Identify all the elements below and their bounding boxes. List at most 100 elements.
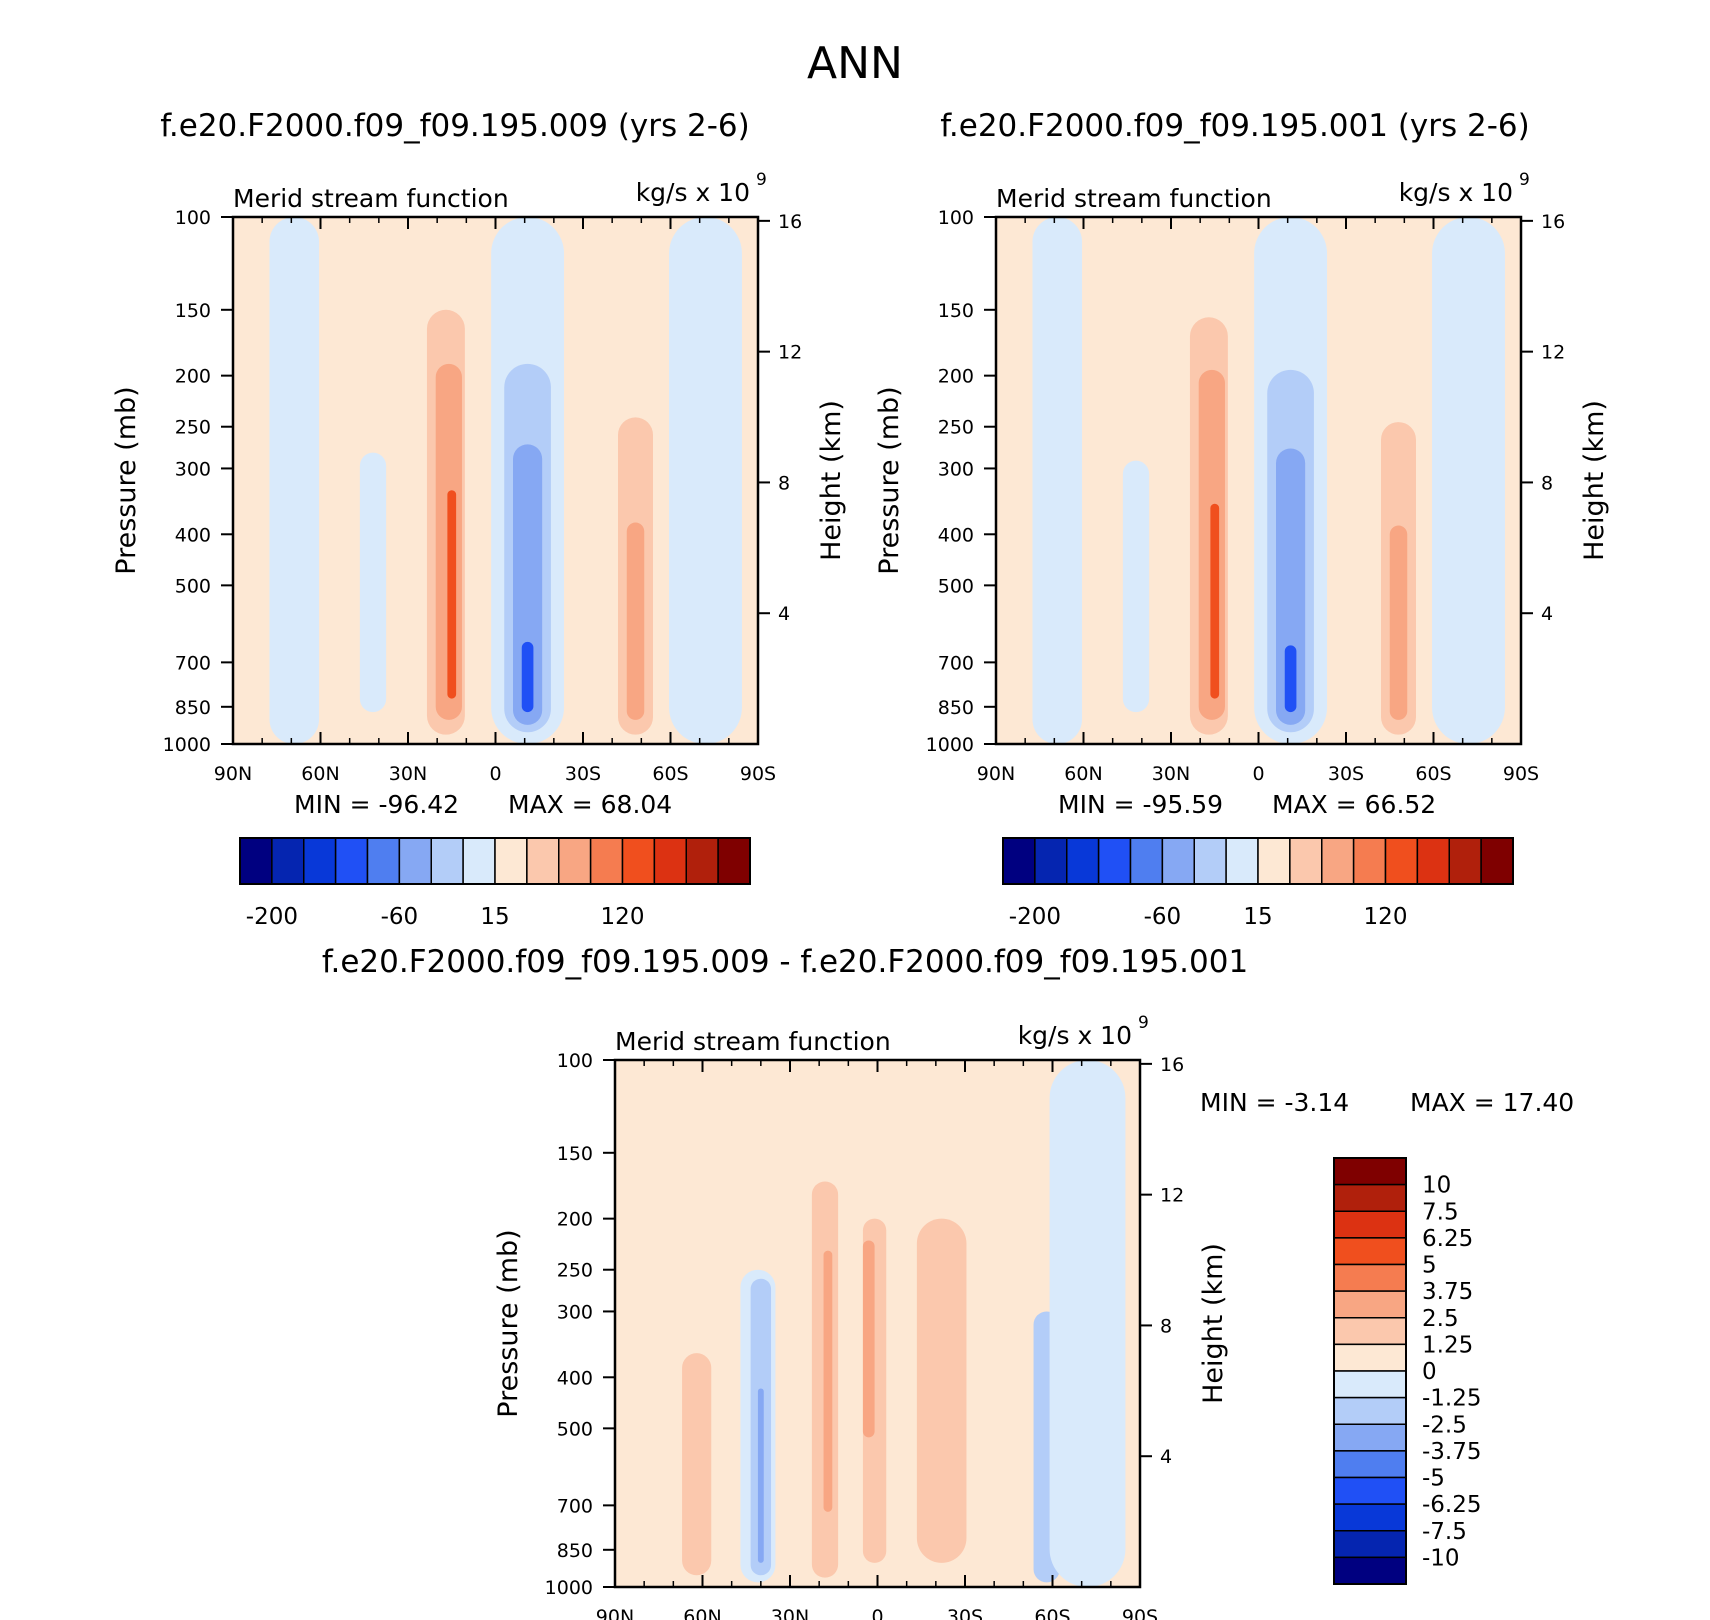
colorbar-swatch (1193, 837, 1227, 885)
contour-field (233, 217, 758, 744)
contour-region-5 (1210, 503, 1220, 699)
x-tick-label-60S: 60S (1034, 1606, 1070, 1620)
y-tick-label-100: 100 (175, 207, 211, 229)
contour-region-4 (757, 1388, 764, 1563)
y-tick-label-700: 700 (175, 652, 211, 674)
y-right-tick-label-8: 8 (778, 472, 790, 494)
x-tick-label-60S: 60S (652, 763, 688, 785)
y-right-axis-label: Height (km) (1579, 400, 1610, 561)
colorbar-frame (1333, 1157, 1407, 1585)
colorbar-swatch (685, 837, 719, 885)
colorbar-swatch (1480, 837, 1514, 885)
panel-c-max: MAX = 17.40 (1410, 1088, 1575, 1117)
subtitle-left: Merid stream function (615, 1027, 891, 1056)
contour-region-10 (916, 1218, 967, 1563)
contour-field (996, 217, 1521, 744)
contour-region-9 (1276, 448, 1306, 725)
y-tick-label-400: 400 (938, 524, 974, 546)
x-tick-label-90S: 90S (1122, 1606, 1158, 1620)
subtitle-left: Merid stream function (996, 184, 1272, 213)
colorbar-label-15: 15 (480, 904, 509, 930)
contour-field (615, 1060, 1140, 1587)
contour-region-2 (359, 452, 387, 713)
panel-a-min: MIN = -96.42 (294, 790, 460, 819)
x-tick-label-0: 0 (871, 1606, 883, 1620)
x-tick-label-30S: 30S (1328, 763, 1364, 785)
colorbar-swatch (717, 837, 751, 885)
colorbar-label-0: 0 (1422, 1359, 1437, 1385)
colorbar-label--3.75: -3.75 (1422, 1439, 1482, 1465)
colorbar-swatch (430, 837, 464, 885)
colorbar-label--200: -200 (246, 904, 298, 930)
x-tick-label-60N: 60N (1064, 763, 1102, 785)
colorbar-swatch (1333, 1396, 1407, 1425)
colorbar-swatch (1333, 1423, 1407, 1452)
y-right-tick-label-16: 16 (778, 211, 802, 233)
colorbar-swatch (589, 837, 624, 885)
x-tick-label-90N: 90N (977, 763, 1015, 785)
colorbar-label-120: 120 (1364, 904, 1408, 930)
colorbar-label-6.25: 6.25 (1422, 1226, 1473, 1252)
units-exponent: 9 (1138, 1013, 1149, 1033)
y-right-tick-label-16: 16 (1160, 1054, 1184, 1076)
colorbar-label-1.25: 1.25 (1422, 1332, 1473, 1358)
y-tick-label-700: 700 (938, 652, 974, 674)
y-right-tick-label-4: 4 (778, 603, 790, 625)
y-right-tick-label-12: 12 (1541, 342, 1565, 364)
colorbar-swatch (1002, 837, 1036, 885)
colorbar-swatch (1333, 1503, 1407, 1532)
colorbar-a: -200 -60 15 120 (239, 837, 751, 930)
panel-a: 90N 60N 30N 0 30S 60S 90S 100 150 200 250 300 400 500… (111, 170, 847, 785)
y-tick-label-250: 250 (175, 417, 211, 439)
y-tick-label-850: 850 (175, 697, 211, 719)
colorbar-label--7.5: -7.5 (1422, 1519, 1467, 1545)
colorbar-swatch (621, 837, 656, 885)
y-right-tick-label-16: 16 (1541, 211, 1565, 233)
colorbar-swatch (1034, 837, 1068, 885)
panel-a-max: MAX = 68.04 (508, 790, 673, 819)
colorbar-swatch (1384, 837, 1419, 885)
colorbar-b: -200 -60 15 120 (1002, 837, 1514, 930)
contour-region-14 (669, 217, 742, 744)
colorbar-swatch (1333, 1210, 1407, 1239)
contour-region-0 (269, 217, 320, 744)
colorbar-swatch (462, 837, 496, 885)
x-tick-label-90S: 90S (740, 763, 776, 785)
colorbar-label--60: -60 (1144, 904, 1182, 930)
panel-b: 90N 60N 30N 0 30S 60S 90S 100 150 200 250 300 400 500… (874, 170, 1610, 785)
colorbar-swatch (303, 837, 337, 885)
colorbar-label-2.5: 2.5 (1422, 1306, 1459, 1332)
panel-c-title: f.e20.F2000.f09_f09.195.009 - f.e20.F200… (321, 944, 1249, 980)
colorbar-swatch (1333, 1157, 1407, 1186)
y-tick-label-100: 100 (557, 1050, 593, 1072)
colorbar-label-15: 15 (1243, 904, 1272, 930)
x-tick-label-0: 0 (1252, 763, 1264, 785)
page-title: ANN (807, 38, 903, 89)
colorbar-label--10: -10 (1422, 1545, 1460, 1571)
panel-a-title: f.e20.F2000.f09_f09.195.009 (yrs 2-6) (160, 108, 750, 144)
contour-region-12 (1049, 1060, 1126, 1587)
x-tick-label-90N: 90N (596, 1606, 634, 1620)
y-tick-label-400: 400 (557, 1367, 593, 1389)
colorbar-swatch (366, 837, 401, 885)
colorbar-c: 107.56.2553.752.51.250-1.25-2.5-3.75-5-6… (1333, 1157, 1482, 1585)
contour-region-10 (1284, 645, 1297, 713)
y-tick-label-850: 850 (938, 697, 974, 719)
colorbar-swatch (1097, 837, 1132, 885)
colorbar-label--5: -5 (1422, 1466, 1445, 1492)
y-tick-label-250: 250 (557, 1260, 593, 1282)
units-label: kg/s x 10 (1018, 1021, 1132, 1050)
contour-region-9 (513, 444, 543, 725)
colorbar-label-7.5: 7.5 (1422, 1199, 1459, 1225)
panel-c-min: MIN = -3.14 (1200, 1088, 1350, 1117)
colorbar-label--6.25: -6.25 (1422, 1492, 1482, 1518)
colorbar-swatch (1161, 837, 1195, 885)
panel-b-min: MIN = -95.59 (1058, 790, 1224, 819)
units-exponent: 9 (1519, 170, 1530, 190)
colorbar-swatch (334, 837, 369, 885)
x-tick-label-0: 0 (489, 763, 501, 785)
colorbar-label--1.25: -1.25 (1422, 1386, 1482, 1412)
contour-region-6 (823, 1250, 833, 1512)
y-axis-label: Pressure (mb) (111, 386, 142, 574)
